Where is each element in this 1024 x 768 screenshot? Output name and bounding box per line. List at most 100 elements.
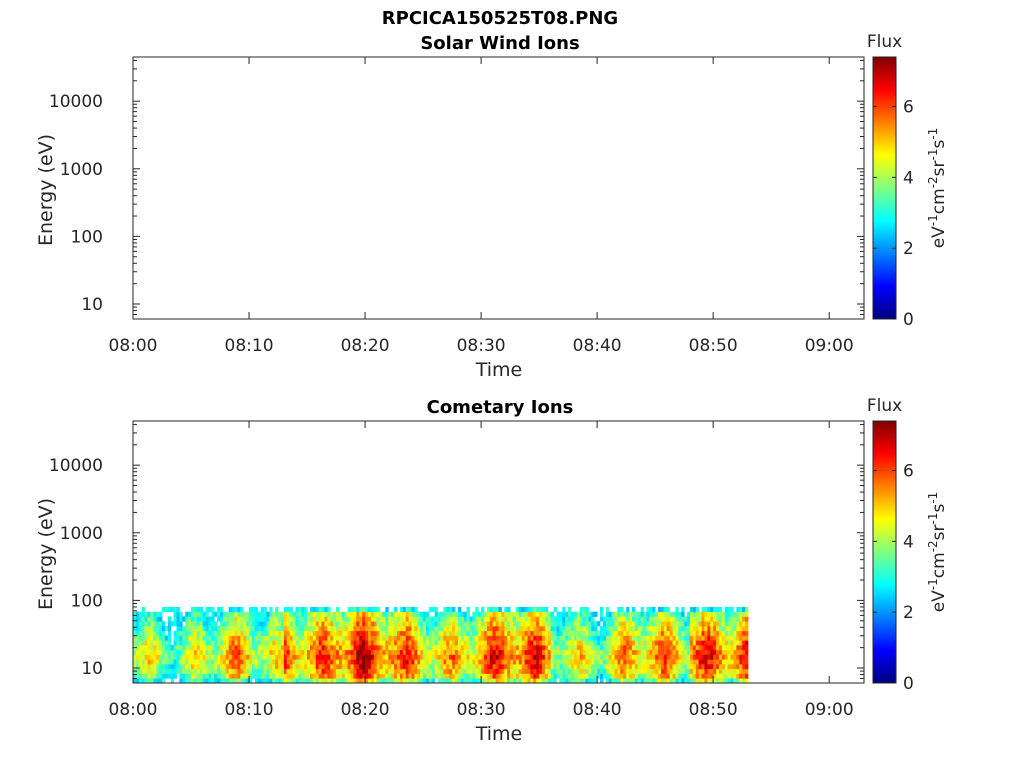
flux-cell (208, 678, 212, 684)
flux-cell (571, 663, 575, 670)
flux-cell (266, 654, 270, 660)
flux-cell (254, 630, 259, 636)
flux-cell (176, 663, 180, 670)
flux-cell (373, 635, 378, 641)
flux-cell (266, 611, 270, 617)
flux-cell (713, 611, 717, 617)
flux-cell (736, 673, 740, 679)
flux-cell (611, 621, 615, 627)
flux-cell (336, 644, 340, 651)
flux-cell (547, 659, 552, 665)
flux-cell (452, 659, 456, 665)
flux-cell (536, 654, 540, 660)
flux-cell (579, 606, 584, 613)
flux-cell (704, 663, 708, 670)
flux-cell (579, 663, 584, 670)
flux-cell (652, 606, 656, 613)
flux-cell (675, 630, 679, 636)
flux-cell (257, 630, 262, 636)
flux-cell (472, 616, 476, 622)
flux-cell (138, 611, 143, 617)
flux-cell (246, 621, 250, 627)
flux-cell (272, 611, 276, 617)
flux-cell (730, 644, 734, 651)
flux-cell (730, 606, 734, 613)
flux-cell (660, 616, 665, 622)
flux-cell (446, 635, 450, 641)
flux-cell (692, 616, 697, 622)
flux-cell (576, 644, 581, 651)
flux-cell (716, 640, 720, 646)
flux-cell (452, 635, 456, 641)
flux-cell (237, 673, 241, 679)
flux-cell (745, 644, 749, 651)
flux-cell (167, 621, 172, 627)
flux-cell (611, 663, 615, 670)
flux-cell (666, 606, 671, 613)
flux-cell (173, 649, 177, 655)
flux-cell (457, 611, 462, 617)
flux-cell (193, 654, 198, 660)
flux-cell (550, 663, 555, 670)
flux-cell (159, 621, 163, 627)
flux-cell (362, 606, 366, 613)
flux-cell (275, 640, 279, 646)
flux-cell (249, 668, 253, 674)
flux-cell (208, 673, 212, 679)
flux-cell (634, 640, 639, 646)
flux-cell (394, 649, 398, 655)
flux-cell (568, 640, 572, 646)
flux-cell (222, 668, 227, 674)
flux-cell (379, 625, 383, 632)
flux-cell (466, 621, 470, 627)
flux-cell (539, 630, 543, 636)
flux-cell (556, 621, 560, 627)
flux-cell (460, 630, 465, 636)
y-axis-label: Energy (eV) (35, 498, 57, 610)
flux-cell (222, 654, 227, 660)
flux-cell (454, 654, 459, 660)
flux-cell (533, 630, 537, 636)
flux-cell (208, 606, 212, 613)
flux-cell (515, 611, 520, 617)
flux-cell (550, 625, 555, 632)
flux-cell (138, 621, 143, 627)
flux-cell (173, 654, 177, 660)
flux-cell (617, 649, 621, 655)
flux-cell (260, 611, 264, 617)
flux-cell (260, 654, 264, 660)
flux-cell (156, 659, 160, 665)
flux-cell (298, 635, 302, 641)
flux-cell (385, 668, 389, 674)
flux-cell (222, 616, 227, 622)
flux-cell (193, 663, 198, 670)
flux-cell (573, 654, 578, 660)
flux-cell (193, 630, 198, 636)
flux-cell (260, 663, 264, 670)
flux-cell (660, 668, 665, 674)
flux-cell (652, 663, 656, 670)
flux-cell (539, 621, 543, 627)
flux-cell (716, 654, 720, 660)
flux-cell (318, 625, 322, 632)
flux-cell (591, 644, 595, 651)
flux-cell (742, 663, 746, 670)
flux-cell (501, 663, 505, 670)
flux-cell (420, 673, 424, 679)
flux-cell (608, 616, 613, 622)
flux-cell (205, 659, 209, 665)
flux-cell (626, 663, 630, 670)
flux-cell (330, 654, 334, 660)
plot-frame (132, 420, 865, 684)
flux-cell (440, 663, 444, 670)
flux-cell (379, 659, 383, 665)
flux-cell (530, 611, 534, 617)
flux-cell (611, 616, 615, 622)
flux-cell (724, 663, 729, 670)
flux-cell (133, 654, 137, 660)
flux-cell (249, 649, 253, 655)
flux-cell (530, 678, 534, 684)
flux-cell (643, 654, 647, 660)
flux-cell (542, 630, 546, 636)
flux-cell (533, 616, 537, 622)
